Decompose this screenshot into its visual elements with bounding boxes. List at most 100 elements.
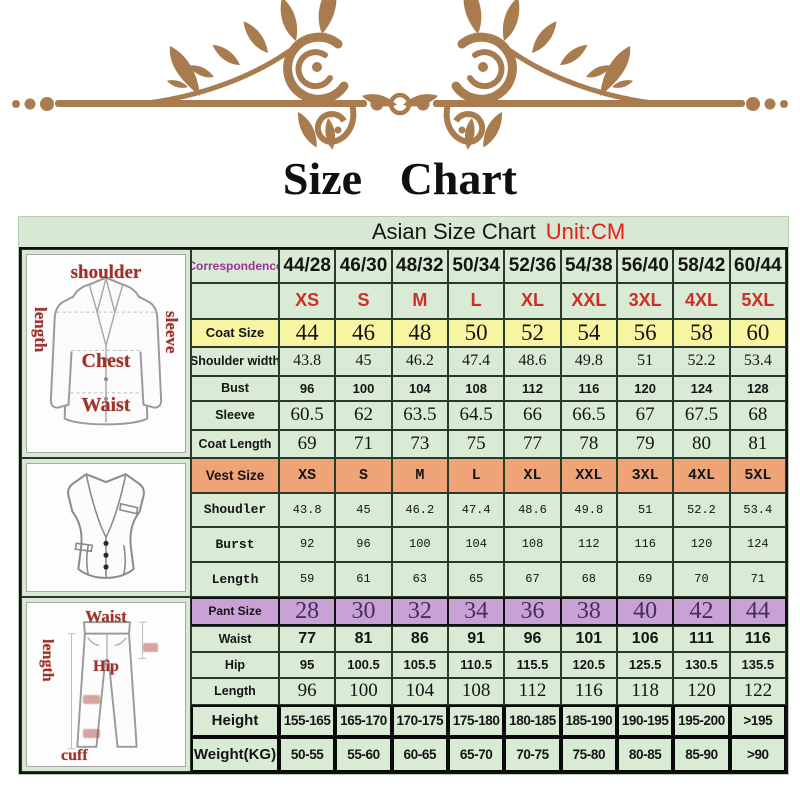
vest-diagram-cell [21,457,191,597]
cell-sleeve-2: 63.5 [391,400,448,430]
row-label-pant-length: Length [191,677,279,705]
row-label-height: Height [191,704,279,737]
cell-vest-bust-1: 96 [335,526,392,562]
vest-drawing [67,472,145,579]
cell-coat-size-6: 56 [616,318,674,347]
cell-waist-6: 106 [616,625,674,652]
cell-coat-length-6: 79 [616,429,674,458]
cell-weight-8: >90 [729,736,786,772]
cell-pant-length-1: 100 [335,677,392,705]
cell-height-5: 185-190 [560,704,617,737]
pants-length-label: length [39,638,56,682]
cell-bust-7: 124 [673,375,730,401]
jacket-drawing [49,276,163,425]
cell-pant-size-7: 42 [673,596,730,626]
cell-vest-bust-5: 112 [560,526,617,562]
jacket-chest-label: Chest [81,349,131,372]
cell-hip-2: 105.5 [391,651,448,678]
cell-vest-shoulder-2: 46.2 [391,492,448,527]
cell-coat-size-4: 52 [504,318,561,347]
row-label-hip: Hip [191,651,279,678]
cell-size-letters-0: XS [279,282,336,319]
cell-pant-size-2: 32 [391,596,448,626]
cell-waist-5: 101 [560,625,617,652]
cell-pant-size-5: 38 [560,596,617,626]
cell-vest-shoulder-0: 43.8 [279,492,336,527]
row-label-vest-shoulder: Shoudler [191,492,279,527]
cell-size-letters-5: XXL [560,282,617,319]
cell-vest-shoulder-1: 45 [335,492,392,527]
jacket-length-label: length [31,306,50,352]
cell-coat-length-0: 69 [279,429,336,458]
cell-pant-length-2: 104 [391,677,448,705]
cell-shoulder-width-2: 46.2 [391,346,448,376]
cell-height-2: 170-175 [391,704,448,737]
cell-size-letters-4: XL [504,282,561,319]
cell-vest-size-7: 4XL [673,457,730,493]
cell-shoulder-width-6: 51 [616,346,674,376]
cell-correspondence-5: 54/38 [560,248,617,283]
cell-hip-4: 115.5 [504,651,561,678]
cell-height-7: 195-200 [673,704,730,737]
jacket-waist-label: Waist [81,393,131,416]
pants-hip-label: Hip [93,657,119,675]
flourish-ornament [12,0,788,150]
cell-waist-2: 86 [391,625,448,652]
cell-shoulder-width-1: 45 [335,346,392,376]
cell-size-letters-2: M [391,282,448,319]
cell-hip-0: 95 [279,651,336,678]
cell-pant-size-1: 30 [335,596,392,626]
cell-vest-bust-4: 108 [504,526,561,562]
jacket-sleeve-label: sleeve [162,310,181,353]
cell-vest-size-0: XS [279,457,336,493]
cell-waist-0: 77 [279,625,336,652]
cell-coat-size-1: 46 [335,318,392,347]
cell-hip-5: 120.5 [560,651,617,678]
row-label-vest-size: Vest Size [191,457,279,493]
cell-size-letters-6: 3XL [616,282,674,319]
cell-correspondence-0: 44/28 [279,248,336,283]
cell-size-letters-8: 5XL [729,282,786,319]
cell-bust-4: 112 [504,375,561,401]
unit-label: Unit:CM [545,218,626,244]
cell-coat-size-8: 60 [729,318,786,347]
cell-waist-8: 116 [729,625,786,652]
cell-size-letters-7: 4XL [673,282,730,319]
pants-waist-label: Waist [85,606,127,626]
cell-sleeve-0: 60.5 [279,400,336,430]
row-label-bust: Bust [191,375,279,401]
cell-shoulder-width-5: 49.8 [560,346,617,376]
cell-hip-1: 100.5 [335,651,392,678]
cell-sleeve-5: 66.5 [560,400,617,430]
cell-weight-5: 75-80 [560,736,617,772]
cell-shoulder-width-0: 43.8 [279,346,336,376]
cell-shoulder-width-4: 48.6 [504,346,561,376]
cell-bust-2: 104 [391,375,448,401]
cell-correspondence-6: 56/40 [616,248,674,283]
cell-vest-length-0: 59 [279,561,336,597]
cell-correspondence-8: 60/44 [729,248,786,283]
cell-vest-bust-0: 92 [279,526,336,562]
size-chart-panel: Asian Size Chart Unit:CM [18,215,789,775]
pants-drawing [67,620,147,749]
cell-vest-bust-3: 104 [447,526,505,562]
cell-correspondence-1: 46/30 [335,248,392,283]
cell-pant-length-6: 118 [616,677,674,705]
cell-sleeve-3: 64.5 [447,400,505,430]
cell-vest-size-3: L [447,457,505,493]
pants-annotation [83,694,100,704]
cell-vest-bust-2: 100 [391,526,448,562]
cell-vest-shoulder-6: 51 [616,492,674,527]
cell-pant-length-4: 112 [504,677,561,705]
cell-sleeve-7: 67.5 [673,400,730,430]
cell-pant-length-8: 122 [729,677,786,705]
row-label-size-letters [191,282,279,319]
cell-vest-size-8: 5XL [729,457,786,493]
cell-coat-length-3: 75 [447,429,505,458]
cell-hip-6: 125.5 [616,651,674,678]
cell-vest-length-2: 63 [391,561,448,597]
cell-bust-6: 120 [616,375,674,401]
cell-sleeve-4: 66 [504,400,561,430]
cell-shoulder-width-3: 47.4 [447,346,505,376]
cell-height-3: 175-180 [447,704,505,737]
